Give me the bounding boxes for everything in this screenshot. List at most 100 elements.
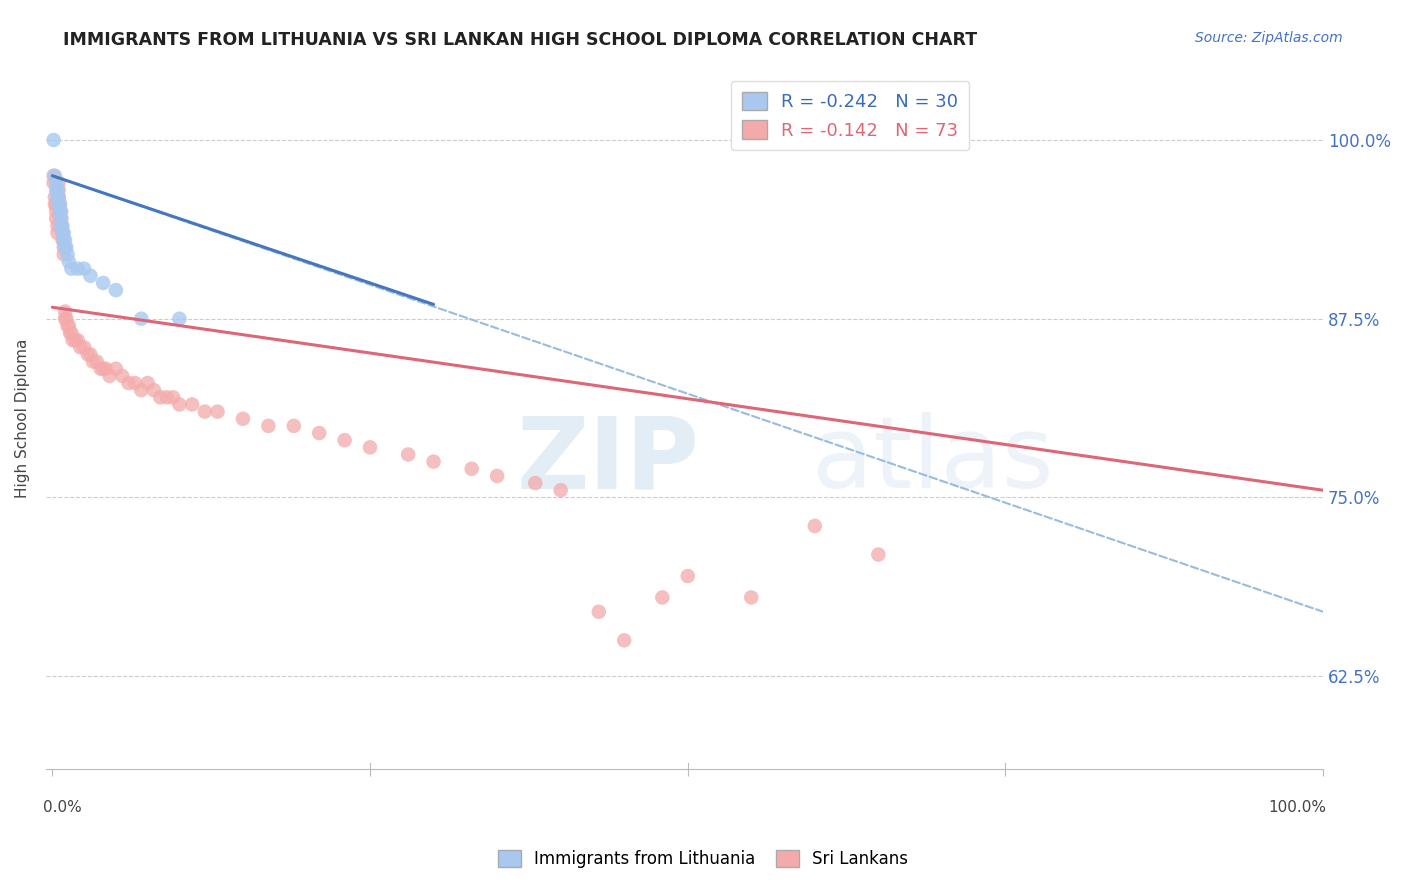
Point (44, 169, 66, 183)
Point (53, 304, 76, 318)
Point (169, 397, 191, 411)
Point (136, 376, 159, 390)
Point (53, 311, 76, 326)
Point (460, 462, 482, 476)
Point (44, 190, 66, 204)
Point (69, 340, 91, 354)
Point (104, 283, 127, 297)
Point (524, 476, 547, 491)
Point (51, 233, 73, 247)
Point (804, 519, 827, 533)
Point (676, 569, 699, 583)
Text: ZIP: ZIP (516, 412, 699, 509)
Point (651, 591, 673, 605)
Point (58, 318, 80, 333)
Legend: R = -0.242   N = 30, R = -0.142   N = 73: R = -0.242 N = 30, R = -0.142 N = 73 (731, 81, 969, 151)
Point (52, 240, 75, 254)
Point (51, 211, 73, 226)
Point (44, 197, 66, 211)
Point (79, 268, 101, 283)
Point (42, 133, 65, 147)
Point (49, 197, 72, 211)
Point (149, 390, 172, 404)
Point (48, 190, 70, 204)
Point (51, 219, 73, 233)
Point (396, 448, 419, 462)
Point (46, 190, 69, 204)
Text: 0.0%: 0.0% (44, 799, 82, 814)
Point (52, 247, 75, 261)
Point (66, 261, 89, 276)
Point (194, 404, 217, 418)
Point (45, 197, 67, 211)
Point (60, 261, 83, 276)
Point (55, 240, 77, 254)
Point (56, 247, 79, 261)
Point (49, 197, 72, 211)
Point (550, 483, 572, 498)
Point (77, 347, 100, 361)
Point (53, 240, 76, 254)
Point (129, 311, 152, 326)
Point (86, 354, 108, 368)
Point (46, 183, 69, 197)
Point (45, 176, 67, 190)
Point (49, 204, 72, 219)
Point (104, 361, 127, 376)
Point (79, 347, 101, 361)
Point (66, 333, 89, 347)
Point (90, 361, 112, 376)
Point (143, 383, 166, 397)
Point (422, 455, 444, 469)
Point (51, 226, 73, 240)
Point (257, 418, 280, 433)
Point (486, 469, 509, 483)
Point (46, 219, 69, 233)
Point (283, 418, 305, 433)
Point (45, 211, 67, 226)
Point (42, 176, 65, 190)
Point (308, 425, 330, 440)
Point (53, 233, 76, 247)
Point (111, 368, 134, 383)
Point (52, 233, 75, 247)
Point (62, 333, 84, 347)
Point (82, 354, 104, 368)
Point (51, 226, 73, 240)
Point (51, 211, 73, 226)
Point (333, 434, 356, 448)
Point (73, 261, 96, 276)
Point (48, 183, 70, 197)
Point (56, 318, 79, 333)
Point (48, 176, 70, 190)
Text: IMMIGRANTS FROM LITHUANIA VS SRI LANKAN HIGH SCHOOL DIPLOMA CORRELATION CHART: IMMIGRANTS FROM LITHUANIA VS SRI LANKAN … (63, 31, 977, 49)
Point (129, 383, 152, 397)
Point (181, 397, 204, 411)
Point (117, 376, 139, 390)
Point (124, 376, 146, 390)
Point (613, 633, 636, 648)
Point (58, 254, 80, 268)
Text: atlas: atlas (813, 412, 1054, 509)
Point (45, 204, 67, 219)
Point (868, 548, 890, 562)
Point (740, 591, 762, 605)
Point (156, 390, 179, 404)
Point (51, 219, 73, 233)
Point (91, 361, 114, 376)
Y-axis label: High School Diploma: High School Diploma (15, 339, 30, 499)
Point (207, 404, 229, 418)
Point (98, 368, 121, 383)
Point (48, 197, 70, 211)
Text: Source: ZipAtlas.com: Source: ZipAtlas.com (1195, 31, 1343, 45)
Legend: Immigrants from Lithuania, Sri Lankans: Immigrants from Lithuania, Sri Lankans (491, 843, 915, 875)
Text: 100.0%: 100.0% (1268, 799, 1326, 814)
Point (232, 411, 254, 425)
Point (162, 390, 184, 404)
Point (55, 311, 77, 326)
Point (169, 311, 191, 326)
Point (94, 361, 117, 376)
Point (51, 204, 73, 219)
Point (46, 226, 69, 240)
Point (52, 226, 75, 240)
